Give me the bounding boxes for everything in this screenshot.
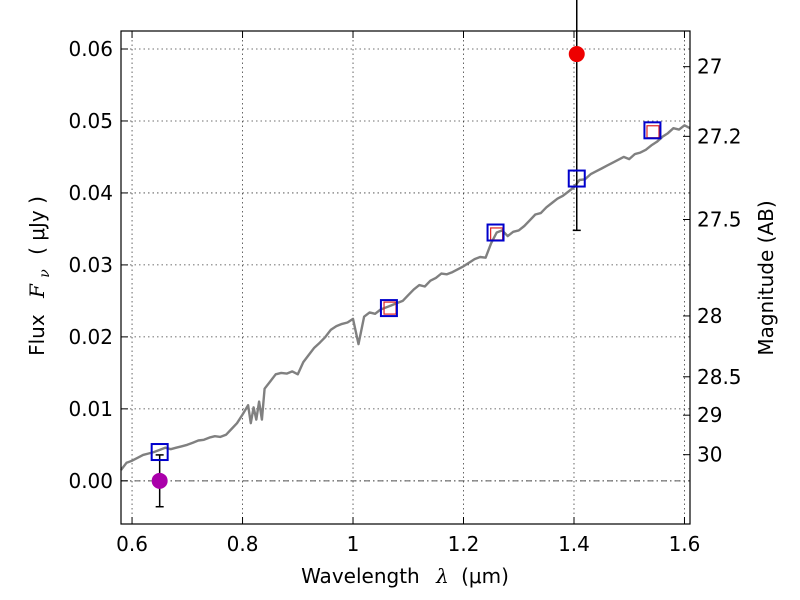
y2-tick-label: 30 <box>697 443 722 467</box>
observation-point <box>151 472 168 489</box>
y-tick-label: 0.05 <box>68 109 113 133</box>
y2-tick-label: 28 <box>697 304 722 328</box>
x-tick-label: 1.4 <box>558 532 590 556</box>
y-tick-label: 0.03 <box>68 253 113 277</box>
y2-tick-label: 27.5 <box>697 208 742 232</box>
x-tick-label: 1 <box>347 532 360 556</box>
x-axis-label-unit: (μm) <box>461 564 509 588</box>
markers <box>150 46 662 489</box>
x-tick-label: 1.6 <box>669 532 701 556</box>
y-tick-label: 0.02 <box>68 325 113 349</box>
y-axis-label-subscript: ν <box>37 269 53 278</box>
axis-ticks <box>121 31 690 524</box>
x-axis-label-symbol: λ <box>435 564 449 588</box>
y2-tick-label: 28.5 <box>697 365 742 389</box>
y2-tick-label: 27 <box>697 55 722 79</box>
y2-tick-label: 27.2 <box>697 124 742 148</box>
observation-point <box>568 46 585 63</box>
tick-labels: 0.6 0.8 1 1.2 1.4 1.6 0.00 0.01 0.02 0.03 0.04 0.05… <box>68 37 741 556</box>
y-axis-label-unit: ( μJy ) <box>25 196 49 255</box>
y-axis-label-symbol: F <box>25 283 49 299</box>
plot-frame <box>120 30 691 525</box>
y-tick-label: 0.06 <box>68 37 113 61</box>
x-axis-label-prefix: Wavelength <box>301 564 420 588</box>
model-square-marker <box>643 121 662 140</box>
y-axis-label-prefix: Flux <box>25 314 49 356</box>
x-tick-label: 0.8 <box>227 532 259 556</box>
y2-axis-label: Magnitude (AB) <box>754 200 778 355</box>
model-square-marker <box>567 169 586 188</box>
y-tick-label: 0.00 <box>68 469 113 493</box>
y-tick-label: 0.04 <box>68 181 113 205</box>
model-square-marker <box>379 299 398 318</box>
y2-tick-label: 29 <box>697 403 722 427</box>
x-tick-label: 0.6 <box>116 532 148 556</box>
model-square-marker <box>486 223 505 242</box>
model-square-marker <box>150 443 169 462</box>
x-tick-label: 1.2 <box>448 532 480 556</box>
y-tick-label: 0.01 <box>68 397 113 421</box>
y-axis-label: Flux F ν ( μJy ) <box>25 196 54 356</box>
x-axis-label: Wavelength λ (μm) <box>301 564 509 588</box>
